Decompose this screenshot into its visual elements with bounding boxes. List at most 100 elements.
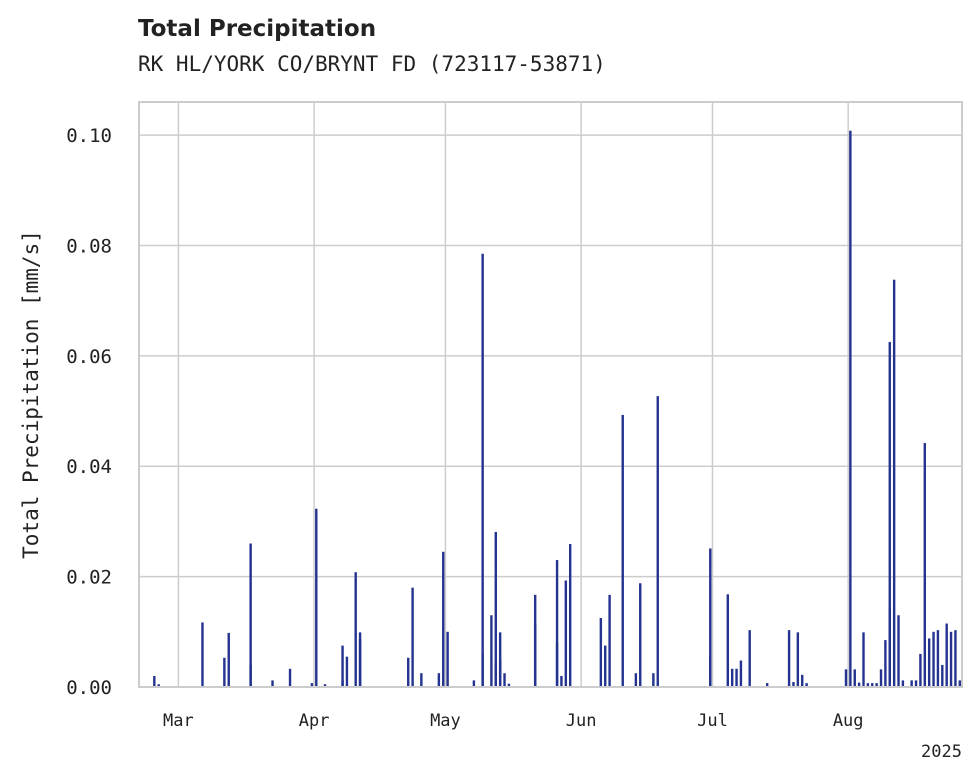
bar-layer (153, 130, 962, 688)
precip-bar (560, 675, 563, 687)
precip-bar (555, 642, 559, 687)
precip-bar (157, 684, 160, 687)
precip-bar (739, 660, 743, 687)
precip-bar (879, 669, 883, 687)
y-tick-label: 0.10 (66, 125, 112, 147)
precip-bar (315, 508, 318, 687)
precip-bar (621, 414, 624, 687)
precip-bar (288, 668, 292, 687)
precip-bar (652, 673, 655, 687)
plot-frame (138, 101, 963, 688)
precip-bar (748, 630, 751, 687)
precip-bar (923, 443, 926, 687)
precip-bar (656, 396, 659, 687)
y-tick-label: 0.00 (66, 677, 112, 699)
precip-bar (888, 342, 891, 687)
x-tick-label: Apr (299, 711, 330, 731)
precip-bar (564, 580, 568, 687)
precip-bar (945, 623, 948, 687)
precip-bar (862, 632, 865, 687)
precip-bar (420, 673, 423, 687)
x-tick-label: May (430, 711, 461, 731)
precip-bar (494, 531, 497, 687)
precip-bar (227, 632, 230, 687)
precip-bar (341, 645, 344, 687)
precip-bar (936, 630, 940, 687)
precip-bar (801, 674, 804, 687)
precip-bar (901, 680, 905, 687)
precip-bar (726, 594, 729, 687)
precip-bar (407, 657, 410, 687)
precip-bar (871, 683, 874, 687)
precip-bar (507, 683, 511, 687)
precip-bar (345, 656, 349, 687)
precip-bar (354, 572, 357, 687)
precip-bar (949, 631, 953, 687)
y-tick-label: 0.02 (66, 567, 112, 589)
precip-bar (932, 631, 935, 687)
y-tick-label: 0.08 (66, 235, 112, 257)
precip-bar (875, 683, 878, 687)
precip-bar (639, 583, 642, 687)
x-tick-label: Jun (566, 711, 597, 731)
precip-bar (892, 279, 896, 687)
precip-bar (533, 594, 537, 687)
x-tick-label: Aug (833, 711, 864, 731)
precip-bar (730, 668, 734, 687)
precip-bar (787, 630, 791, 687)
precip-bar (884, 640, 887, 687)
precip-bar (310, 683, 314, 687)
grid-layer (139, 102, 962, 688)
precip-bar (498, 632, 502, 687)
precip-bar (411, 587, 414, 687)
precip-bar (490, 615, 493, 687)
x-offset-label: 2025 (921, 742, 962, 762)
precip-bar (608, 594, 611, 687)
precip-bar (954, 630, 957, 687)
precip-bar (941, 664, 944, 687)
precip-bar (853, 669, 856, 687)
precip-bar (634, 673, 638, 687)
precip-bar (604, 645, 607, 687)
precip-bar (503, 673, 506, 687)
y-axis-label: Total Precipitation [mm/s] (19, 230, 43, 559)
precip-bar (323, 684, 327, 687)
precip-bar (857, 682, 861, 687)
precip-bar (897, 615, 900, 687)
precip-bar (958, 680, 962, 687)
precip-bar (709, 548, 712, 687)
x-tick-label: Jul (697, 711, 728, 731)
precip-bar (910, 680, 913, 687)
y-tick-label: 0.06 (66, 346, 112, 368)
precip-bar (792, 682, 795, 687)
precip-bar (866, 683, 870, 687)
precip-bar (446, 631, 449, 687)
precip-bar (849, 130, 852, 687)
precip-bar (765, 683, 769, 687)
precip-bar (927, 638, 931, 687)
precip-bar (805, 683, 808, 687)
precip-bar (437, 673, 441, 687)
precip-bar (844, 669, 848, 687)
precip-bar (249, 543, 252, 687)
precip-bar (472, 680, 476, 687)
precip-bar (555, 560, 559, 687)
chart-subtitle: RK HL/YORK CO/BRYNT FD (723117-53871) (138, 52, 606, 76)
precip-bar (271, 680, 274, 687)
precip-bar (442, 551, 445, 687)
precip-bar (481, 653, 484, 687)
precip-bar (201, 622, 204, 687)
tick-layer: Mar Apr May Jun Jul Aug 0.00 0.02 0.04 0.06 0.08 0.… (66, 125, 863, 731)
precip-bar (358, 632, 362, 687)
precip-bar (735, 668, 738, 687)
precip-bar (599, 618, 603, 687)
precip-bar (481, 253, 484, 688)
precip-bar (709, 656, 712, 687)
precip-bar (223, 657, 226, 687)
precip-bar (914, 680, 918, 687)
precip-bar (153, 675, 156, 687)
precip-bar (796, 632, 800, 687)
precip-bar (568, 544, 572, 687)
x-tick-label: Mar (163, 711, 194, 731)
